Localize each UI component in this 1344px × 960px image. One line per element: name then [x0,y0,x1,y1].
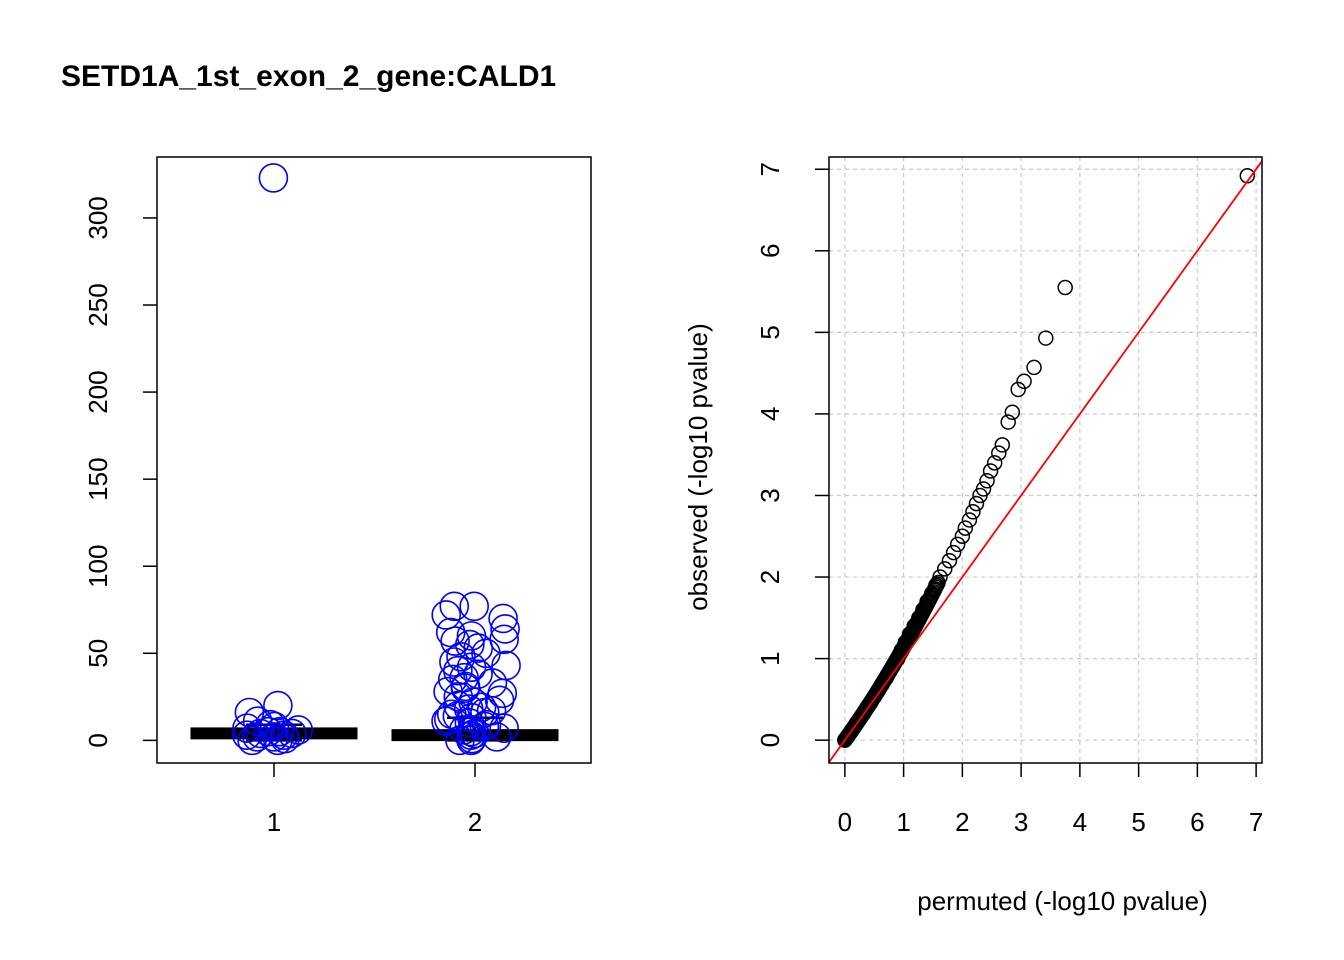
data-point [986,455,1003,471]
data-point [491,650,521,681]
y-tick-label: 1 [755,651,785,665]
x-tick-label: 4 [1073,807,1087,837]
qq-plot-frame [828,156,1263,764]
y-tick-label: 0 [83,733,113,747]
data-point [490,614,520,644]
data-point [443,655,473,686]
data-point [259,722,289,752]
y-tick-label: 0 [755,733,785,747]
y-tick-label: 150 [83,457,113,500]
y-tick-label: 50 [83,639,113,668]
y-tick-label: 100 [83,545,113,588]
data-point [264,716,295,747]
data-point [263,690,293,721]
data-point [1000,414,1016,430]
data-point [263,725,293,756]
title-clip: SETD1A_1st_exon_2_gene:CALD1 [0,0,676,120]
data-point [481,722,512,752]
data-point [954,528,971,545]
data-point [258,163,289,193]
y-tick-label: 3 [755,488,785,502]
data-point [941,552,958,569]
data-point [945,544,962,561]
data-point [232,720,262,750]
data-point [968,495,985,512]
x-tick-label: 0 [838,807,852,837]
data-point [446,641,476,672]
data-point [1016,373,1032,390]
data-point [994,437,1011,453]
data-point [965,504,981,520]
data-point [1026,359,1042,376]
qq-plot-panel: 0 1 2 3 4 5 6 7 0 1 2 3 4 5 6 7 permuted (-log10 pvalue)… [683,156,1263,916]
data-point [440,626,470,656]
data-point [439,591,470,622]
data-point [930,574,946,591]
y-tick-label: 2 [755,570,785,584]
y-tick-label: 4 [755,407,785,421]
data-point [445,725,475,756]
x-tick-label: 7 [1249,807,1263,837]
chart-title: SETD1A_1st_exon_2_gene:CALD1 [61,60,557,93]
data-point [456,652,487,683]
boxplot-frame [156,156,592,764]
reference-line [828,160,1263,763]
data-point [979,473,995,489]
data-point [463,633,494,663]
data-point [961,512,978,528]
y-tick-label: 7 [755,162,785,176]
x-tick-label: 2 [468,807,482,837]
data-point [936,561,953,577]
x-tick-label: 6 [1190,807,1204,837]
x-tick-label: 1 [896,807,910,837]
y-tick-label: 250 [83,283,113,326]
data-point [245,718,276,749]
data-point [456,725,486,756]
y-axis-label: observed (-log10 pvalue) [683,323,713,611]
x-tick-label: 3 [1014,807,1028,837]
data-point [1004,404,1021,421]
data-point [991,445,1007,461]
x-axis-label: permuted (-log10 pvalue) [917,886,1208,916]
data-point [949,536,966,553]
data-point [1010,381,1026,398]
data-point [1038,330,1054,346]
data-point [982,463,999,479]
x-tick-label: 5 [1131,807,1145,837]
boxplot-panel: 0 50 100 150 200 250 300 1 2 [83,156,592,837]
y-tick-label: 6 [755,244,785,258]
data-point [459,591,489,622]
y-tick-label: 300 [83,196,113,239]
data-point [232,713,262,743]
y-tick-label: 200 [83,370,113,413]
x-tick-label: 2 [955,807,969,837]
data-point [237,725,267,756]
data-point [450,673,481,703]
data-point [431,600,462,630]
data-point [459,718,490,749]
x-tick-label: 1 [267,807,281,837]
data-point [957,520,974,536]
y-tick-label: 5 [755,325,785,339]
data-point [489,713,519,743]
data-point [1057,279,1073,296]
data-point [488,603,518,634]
data-point [972,487,988,504]
